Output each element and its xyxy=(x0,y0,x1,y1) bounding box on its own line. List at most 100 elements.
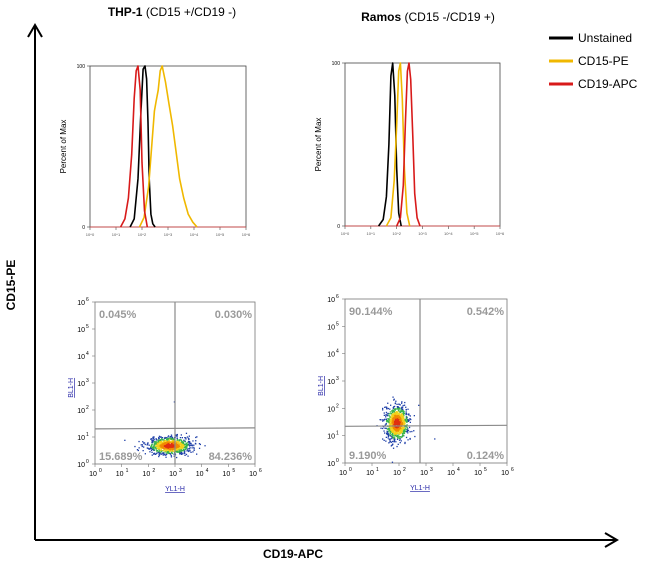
density-event xyxy=(393,406,395,408)
density-event xyxy=(153,447,155,449)
density-event xyxy=(393,399,395,401)
density-event xyxy=(184,446,186,449)
density-event xyxy=(193,448,195,450)
density-event xyxy=(179,441,181,444)
density-event xyxy=(409,431,411,433)
density-event xyxy=(396,426,398,429)
density-event xyxy=(404,401,406,404)
density-event xyxy=(158,438,160,440)
density-event xyxy=(389,431,391,433)
density-event xyxy=(159,443,161,445)
density-event xyxy=(394,426,396,428)
density-event xyxy=(151,446,153,449)
density-event xyxy=(179,437,182,439)
density-event xyxy=(386,430,388,432)
density-event xyxy=(180,442,182,444)
density-event xyxy=(159,445,161,447)
density-event xyxy=(403,434,405,437)
quadrant-label-upper-right: 0.542% xyxy=(467,306,505,318)
density-event xyxy=(180,445,183,447)
density-event xyxy=(181,447,183,449)
density-event xyxy=(177,443,179,446)
density-event xyxy=(390,431,392,433)
density-event xyxy=(146,444,148,446)
density-event xyxy=(156,442,158,444)
y-tick-exponent: 1 xyxy=(86,432,89,438)
density-event xyxy=(163,450,165,452)
density-event xyxy=(170,456,173,458)
density-event xyxy=(408,419,410,421)
density-event xyxy=(407,419,409,421)
density-event xyxy=(193,449,195,451)
density-event xyxy=(414,435,416,438)
density-event xyxy=(171,437,174,439)
density-event xyxy=(183,449,186,451)
density-event xyxy=(184,454,186,456)
density-event xyxy=(383,439,385,441)
density-event xyxy=(395,430,397,432)
density-event xyxy=(165,450,167,452)
density-event xyxy=(141,445,143,448)
density-event xyxy=(382,407,384,410)
density-event xyxy=(153,445,155,447)
density-event xyxy=(388,442,390,444)
quadrant-label-upper-right: 0.030% xyxy=(215,309,253,321)
density-event xyxy=(186,445,188,447)
density-event xyxy=(397,435,399,437)
density-event xyxy=(178,442,180,445)
density-event xyxy=(397,431,400,433)
density-event xyxy=(388,420,390,422)
density-event xyxy=(397,419,399,421)
density-event xyxy=(396,426,398,428)
quadrant-label-lower-left: 9.190% xyxy=(349,450,387,462)
density-event xyxy=(405,411,407,413)
density-event xyxy=(148,444,150,446)
density-event xyxy=(188,435,190,437)
density-event xyxy=(406,424,408,426)
density-event xyxy=(151,454,153,456)
quadrant-label-lower-right: 84.236% xyxy=(209,451,253,463)
density-event xyxy=(391,432,394,435)
density-event xyxy=(186,436,189,438)
density-event xyxy=(399,408,401,410)
density-event xyxy=(188,448,191,450)
density-event xyxy=(388,428,391,430)
density-event xyxy=(176,437,178,439)
density-event xyxy=(400,430,402,432)
density-event xyxy=(138,447,140,449)
density-event xyxy=(171,452,173,455)
density-event xyxy=(185,447,187,450)
density-event xyxy=(400,423,402,425)
density-event xyxy=(159,451,161,453)
density-event xyxy=(413,430,415,432)
density-event xyxy=(169,438,172,440)
density-event xyxy=(386,433,389,436)
y-tick-label: 0 xyxy=(82,225,85,231)
density-event xyxy=(403,420,405,422)
density-event xyxy=(392,429,394,431)
density-event xyxy=(396,437,399,439)
density-event xyxy=(404,423,406,425)
density-event xyxy=(161,440,163,443)
density-event xyxy=(393,398,395,400)
density-event xyxy=(155,447,157,450)
density-event xyxy=(180,434,182,436)
density-event xyxy=(387,428,390,430)
density-event xyxy=(393,405,396,408)
density-event xyxy=(408,414,410,416)
density-event xyxy=(185,438,187,440)
density-event xyxy=(395,412,397,415)
density-event xyxy=(170,451,173,454)
y-tick-label: 10 xyxy=(77,354,85,361)
density-event xyxy=(171,440,174,442)
density-event xyxy=(182,448,185,450)
density-event xyxy=(160,439,162,441)
density-event xyxy=(393,422,395,424)
density-event xyxy=(157,442,160,444)
density-event xyxy=(398,413,400,415)
density-event xyxy=(167,444,169,447)
x-tick-exponent: 5 xyxy=(484,467,487,473)
density-event xyxy=(177,448,179,451)
density-event xyxy=(173,453,175,455)
